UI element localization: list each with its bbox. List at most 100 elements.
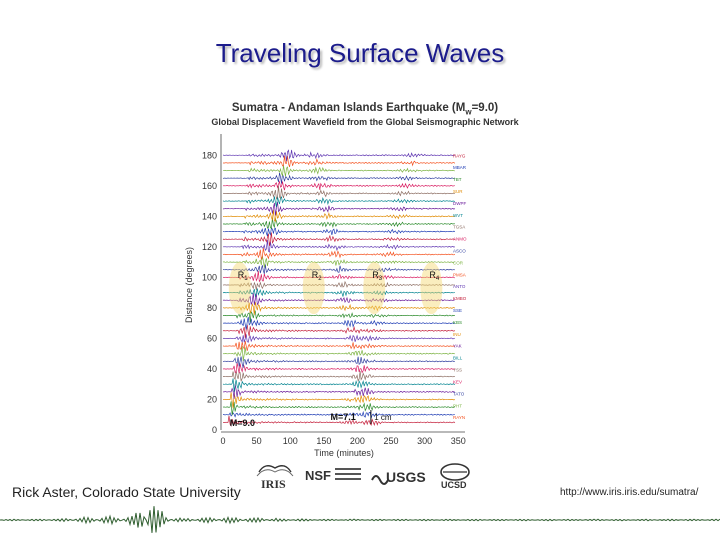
seismogram-trace	[222, 247, 456, 261]
seismogram-trace	[222, 362, 455, 374]
y-tick-label: 180	[202, 150, 217, 160]
x-tick-label: 250	[384, 436, 399, 446]
wave-halo-r4	[420, 262, 443, 315]
wave-halo-r2	[302, 262, 325, 315]
station-label: COR	[453, 260, 464, 265]
iris-logo: IRIS	[256, 465, 294, 490]
station-label: ANMO	[453, 237, 467, 242]
seismogram-trace	[222, 196, 456, 207]
seismogram-trace	[222, 270, 456, 283]
x-tick-label: 100	[283, 436, 298, 446]
seismogram-trace	[223, 165, 455, 177]
slide-title: Traveling Surface Waves	[215, 38, 505, 68]
station-label: ANTO	[453, 284, 466, 289]
station-label: TATO	[453, 391, 465, 396]
seismogram-trace	[222, 415, 456, 427]
station-label: TGSA	[453, 225, 465, 230]
seismogram-trace	[223, 280, 455, 290]
station-label: ASCO	[453, 249, 466, 254]
nsf-logo: NSF	[305, 468, 361, 483]
station-label: RAYG	[453, 153, 466, 158]
seismogram-trace	[222, 302, 456, 315]
wave-halo-r1	[228, 262, 251, 315]
y-tick-label: 60	[207, 333, 217, 343]
footer-trace-line	[0, 506, 720, 533]
usgs-logo: USGS	[371, 469, 426, 485]
y-tick-label: 80	[207, 303, 217, 313]
x-tick-label: 350	[451, 436, 466, 446]
seismogram-trace	[222, 410, 455, 419]
seismogram-trace	[222, 401, 456, 416]
ucsd-logo: UCSD	[440, 463, 470, 490]
seismogram-trace	[222, 310, 455, 323]
y-tick-label: 40	[207, 364, 217, 374]
y-tick-label: 0	[212, 425, 217, 435]
seismogram-trace	[222, 340, 456, 351]
y-tick-label: 20	[207, 394, 217, 404]
station-label: PMSA	[453, 272, 466, 277]
seismogram-trace	[222, 383, 455, 399]
x-axis-label: Time (minutes)	[314, 448, 374, 458]
seismogram-trace	[222, 217, 455, 230]
seismogram-trace	[222, 185, 455, 200]
seismogram-trace	[222, 255, 456, 268]
seismogram-trace	[222, 227, 456, 237]
station-label: YAK	[453, 344, 462, 349]
seismogram-trace	[222, 288, 456, 298]
station-label: PHT	[453, 403, 462, 408]
station-label: MBAR	[453, 165, 467, 170]
magnitude-left-label: M=9.0	[230, 418, 255, 428]
trace-group	[222, 149, 456, 427]
seismogram-trace	[222, 232, 456, 246]
label-group: R1 R2 R3 R4 M=9.0 M=7.1 1 cm RAYG MBAR TBT SUR DWPF…	[230, 153, 467, 428]
footer-seismogram-trace	[0, 506, 720, 533]
seismogram-trace	[222, 370, 455, 382]
seismogram-chart: 0 20 40 60 80 100 120 140 160 180 0 50 100 150 200 250 3…	[184, 134, 467, 458]
seismogram-trace	[222, 346, 455, 362]
wave-label-r3: R3	[372, 270, 383, 282]
seismogram-trace	[222, 378, 456, 392]
svg-text:IRIS: IRIS	[261, 477, 286, 490]
station-label: RAYN	[453, 415, 465, 420]
station-label: KEV	[453, 379, 462, 384]
x-tick-label: 300	[417, 436, 432, 446]
seismogram-figure: 0 20 40 60 80 100 120 140 160 180 0 50 100 150 200 250 3…	[180, 100, 550, 495]
station-label: YSS	[453, 368, 462, 373]
station-label: BILL	[453, 356, 463, 361]
seismogram-trace	[222, 155, 456, 168]
seismogram-trace	[223, 239, 456, 253]
figure-title: Sumatra - Andaman Islands Earthquake (Mw…	[231, 102, 499, 117]
station-label: INU	[453, 332, 461, 337]
seismogram-trace	[222, 209, 456, 223]
seismogram-trace	[222, 356, 456, 368]
seismogram-trace	[222, 324, 456, 338]
x-tick-label: 200	[350, 436, 365, 446]
seismogram-trace	[222, 264, 456, 274]
station-label: TBT	[453, 177, 462, 182]
wave-label-r4: R4	[429, 270, 440, 282]
seismogram-trace	[222, 316, 456, 330]
scale-label: 1 cm	[374, 413, 392, 422]
y-tick-label: 160	[202, 181, 217, 191]
seismogram-trace	[223, 201, 456, 216]
x-tick-label: 0	[220, 436, 225, 446]
x-tick-label: 150	[316, 436, 331, 446]
station-label: SUR	[453, 189, 463, 194]
seismogram-trace	[222, 392, 456, 409]
seismogram-trace	[222, 172, 456, 184]
source-url[interactable]: http://www.iris.iris.edu/sumatra/	[560, 487, 699, 498]
svg-text:UCSD: UCSD	[441, 480, 467, 490]
author-credit: Rick Aster, Colorado State University	[12, 484, 241, 500]
station-label: KBS	[453, 320, 462, 325]
sponsor-logos: IRIS NSF USGS UCSD	[255, 458, 485, 492]
magnitude-right-label: M=7.1	[331, 412, 356, 422]
wave-label-r2: R2	[312, 270, 323, 282]
seismogram-trace	[222, 293, 455, 306]
wave-label-r1: R1	[238, 270, 249, 282]
svg-text:NSF: NSF	[305, 468, 331, 483]
station-label: SSE	[453, 308, 462, 313]
y-axis-label: Distance (degrees)	[184, 247, 194, 323]
seismogram-trace	[222, 180, 455, 191]
axes-group: 0 20 40 60 80 100 120 140 160 180 0 50 100 150 200 250 3…	[184, 134, 466, 458]
wave-halos	[228, 262, 443, 315]
